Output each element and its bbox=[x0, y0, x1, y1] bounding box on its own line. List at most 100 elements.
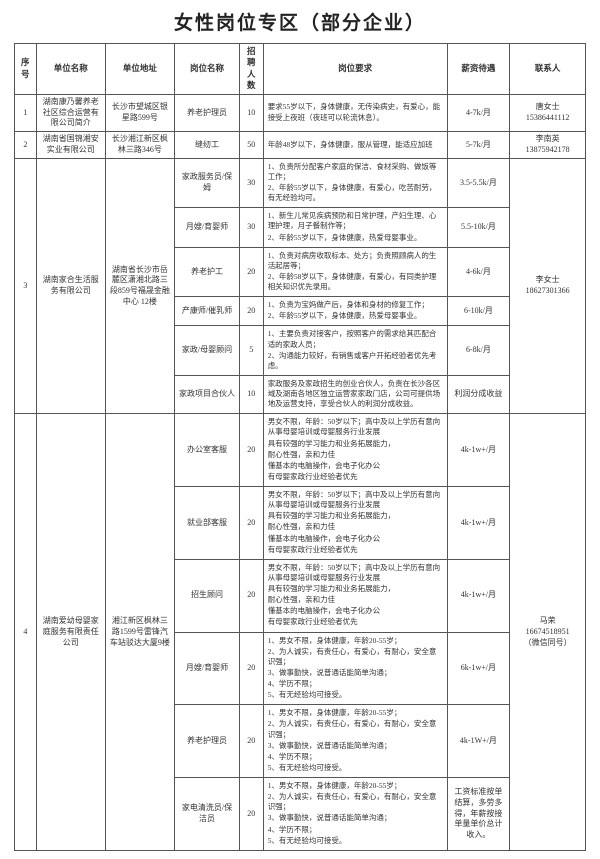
salary-cell: 5-7k/月 bbox=[447, 132, 510, 159]
requirement-line: 2、为人诚实，有责任心，有爱心，有耐心，安全意识强； bbox=[268, 647, 443, 667]
requirement-line: 1、主要负责对接客户，按照客户的需求给其匹配合适的家政人员； bbox=[268, 329, 443, 349]
salary-cell: 6k-1w+/月 bbox=[447, 632, 510, 705]
seq-cell: 4 bbox=[15, 414, 37, 851]
num-cell: 20 bbox=[239, 705, 263, 778]
requirement-cell: 1、负责对病房收取标本、处方；负责照顾病人的生活起居等；2、年龄58岁以下，身体… bbox=[263, 247, 447, 297]
num-cell: 50 bbox=[239, 132, 263, 159]
position-cell: 缝纫工 bbox=[175, 132, 240, 159]
requirement-cell: 男女不限，年龄：50岁以下；高中及以上学历有意向从事母婴培训或母婴服务行业发展具… bbox=[263, 487, 447, 560]
num-cell: 30 bbox=[239, 208, 263, 247]
requirement-line: 具有较强的学习能力和业务拓展能力， bbox=[268, 584, 443, 594]
requirement-cell: 1、男女不限，身体健康，年龄20-55岁；2、为人诚实，有责任心，有爱心，有耐心… bbox=[263, 705, 447, 778]
position-cell: 家政服务员/保姆 bbox=[175, 158, 240, 208]
requirement-line: 1、男女不限，身体健康，年龄20-55岁； bbox=[268, 708, 443, 718]
requirement-line: 1、负责为宝妈做产后，身体和身材的修复工作； bbox=[268, 300, 443, 310]
position-cell: 就业部客服 bbox=[175, 487, 240, 560]
num-cell: 20 bbox=[239, 487, 263, 560]
requirement-line: 5、有无经验均可接受。 bbox=[268, 836, 443, 846]
col-salary: 薪资待遇 bbox=[447, 44, 510, 95]
salary-cell: 利润分成收益 bbox=[447, 375, 510, 413]
requirement-line: 1、男女不限，身体健康，年龄20-55岁； bbox=[268, 781, 443, 791]
seq-cell: 2 bbox=[15, 132, 37, 159]
salary-cell: 4-6k/月 bbox=[447, 247, 510, 297]
salary-cell: 3.5-5.5k/月 bbox=[447, 158, 510, 208]
requirement-line: 3、做事勤快，说普通话能简单沟通； bbox=[268, 668, 443, 678]
requirement-line: 2、为人诚实，有责任心，有爱心，有耐心，安全意识强； bbox=[268, 719, 443, 739]
address-cell: 长沙湘江新区枫林三路346号 bbox=[105, 132, 174, 159]
address-cell: 湖南省长沙市岳麓区潇湘北路三段859号福晟金融中心 12楼 bbox=[105, 158, 174, 414]
table-row: 4湖南爱幼母婴家庭服务有限责任公司湘江新区枫林三路1599号雷锋汽车站驳达大厦9… bbox=[15, 414, 586, 487]
requirement-line: 男女不限，年龄：50岁以下；高中及以上学历有意向从事母婴培训或母婴服务行业发展 bbox=[268, 417, 443, 437]
requirement-line: 1、负责对病房收取标本、处方；负责照顾病人的生活起居等； bbox=[268, 251, 443, 271]
col-contact: 联系人 bbox=[510, 44, 586, 95]
requirement-line: 年龄48岁以下，身体健康，服从管理，能适应加班 bbox=[268, 140, 443, 150]
num-cell: 20 bbox=[239, 632, 263, 705]
position-cell: 养老护理员 bbox=[175, 705, 240, 778]
requirement-cell: 1、主要负责对接客户，按照客户的需求给其匹配合适的家政人员；2、沟通能力较好，有… bbox=[263, 326, 447, 376]
position-cell: 养老护工 bbox=[175, 247, 240, 297]
num-cell: 5 bbox=[239, 326, 263, 376]
requirement-line: 具有较强的学习能力和业务拓展能力， bbox=[268, 511, 443, 521]
requirement-line: 1、新生儿常见疾病预防和日常护理，产妇生理、心理护理，月子餐制作等； bbox=[268, 211, 443, 231]
table-row: 1湖南康乃馨养老社区综合运营有限公司简介长沙市望城区银星路599号养老护理员10… bbox=[15, 94, 586, 131]
address-cell: 湘江新区枫林三路1599号雷锋汽车站驳达大厦9楼 bbox=[105, 414, 174, 851]
requirement-line: 具有较强的学习能力和业务拓展能力， bbox=[268, 439, 443, 449]
company-cell: 湖南康乃馨养老社区综合运营有限公司简介 bbox=[36, 94, 105, 131]
salary-cell: 4k-1w+/月 bbox=[447, 414, 510, 487]
requirement-line: 1、负责所分配客户家庭的保洁、食材采购、做饭等工作； bbox=[268, 162, 443, 182]
seq-cell: 1 bbox=[15, 94, 37, 131]
col-address: 单位地址 bbox=[105, 44, 174, 95]
requirement-line: 4、学历不限； bbox=[268, 679, 443, 689]
requirement-line: 男女不限，年龄：50岁以下；高中及以上学历有意向从事母婴培训或母婴服务行业发展 bbox=[268, 563, 443, 583]
company-cell: 湖南省国锦湘安实业有限公司 bbox=[36, 132, 105, 159]
requirement-line: 有母婴家政行业经验者优先 bbox=[268, 545, 443, 555]
requirement-line: 懂基本的电脑操作，会电子化办公 bbox=[268, 606, 443, 616]
salary-cell: 6-10k/月 bbox=[447, 297, 510, 326]
requirement-line: 有母婴家政行业经验者优先 bbox=[268, 617, 443, 627]
table-header-row: 序号 单位名称 单位地址 岗位名称 招聘人数 岗位要求 薪资待遇 联系人 bbox=[15, 44, 586, 95]
requirement-cell: 1、负责为宝妈做产后，身体和身材的修复工作；2、年龄55岁以下，身体健康，热爱母… bbox=[263, 297, 447, 326]
position-cell: 家电清洗员/保洁员 bbox=[175, 778, 240, 851]
requirement-line: 3、做事勤快，说普通话能简单沟通； bbox=[268, 813, 443, 823]
position-cell: 招生顾问 bbox=[175, 559, 240, 632]
requirement-line: 有母婴家政行业经验者优先 bbox=[268, 472, 443, 482]
requirement-line: 2、年龄55岁以下，身体健康，有爱心，吃苦耐劳，有无经验均可。 bbox=[268, 183, 443, 203]
num-cell: 10 bbox=[239, 94, 263, 131]
salary-cell: 4-7k/月 bbox=[447, 94, 510, 131]
job-table: 序号 单位名称 单位地址 岗位名称 招聘人数 岗位要求 薪资待遇 联系人 1湖南… bbox=[14, 43, 586, 851]
requirement-line: 5、有无经验均可接受。 bbox=[268, 690, 443, 700]
requirement-line: 1、男女不限，身体健康，年龄20-55岁； bbox=[268, 636, 443, 646]
requirement-line: 懂基本的电脑操作，会电子化办公 bbox=[268, 534, 443, 544]
contact-cell: 李南英 13875942178 bbox=[510, 132, 586, 159]
requirement-cell: 1、负责所分配客户家庭的保洁、食材采购、做饭等工作；2、年龄55岁以下，身体健康… bbox=[263, 158, 447, 208]
salary-cell: 4k-1w+/月 bbox=[447, 559, 510, 632]
salary-cell: 5.5-10k/月 bbox=[447, 208, 510, 247]
table-row: 2湖南省国锦湘安实业有限公司长沙湘江新区枫林三路346号缝纫工50 年龄48岁以下… bbox=[15, 132, 586, 159]
num-cell: 20 bbox=[239, 297, 263, 326]
contact-cell: 马荣 16674518951 （微信同号） bbox=[510, 414, 586, 851]
requirement-cell: 1、男女不限，身体健康，年龄20-55岁；2、为人诚实，有责任心，有爱心，有耐心… bbox=[263, 778, 447, 851]
requirement-cell: 男女不限，年龄：50岁以下；高中及以上学历有意向从事母婴培训或母婴服务行业发展具… bbox=[263, 414, 447, 487]
position-cell: 产康师/催乳师 bbox=[175, 297, 240, 326]
col-num: 招聘人数 bbox=[239, 44, 263, 95]
requirement-line: 3、做事勤快，说普通话能简单沟通； bbox=[268, 741, 443, 751]
num-cell: 20 bbox=[239, 247, 263, 297]
position-cell: 养老护理员 bbox=[175, 94, 240, 131]
requirement-line: 5、有无经验均可接受。 bbox=[268, 763, 443, 773]
col-position: 岗位名称 bbox=[175, 44, 240, 95]
requirement-line: 4、学历不限； bbox=[268, 825, 443, 835]
num-cell: 20 bbox=[239, 559, 263, 632]
requirement-cell: 1、新生儿常见疾病预防和日常护理，产妇生理、心理护理，月子餐制作等；2、年龄55… bbox=[263, 208, 447, 247]
requirement-cell: 要求55岁以下，身体健康，无传染病史，有爱心，能接受上夜班（夜班可以轮流休息）。 bbox=[263, 94, 447, 131]
requirement-line: 家政服务及家政招生的创业合伙人，负责在长沙各区域及湖南各地区独立运营家家政门店，… bbox=[268, 379, 443, 409]
salary-cell: 工资标准按单结算，多劳多得，年薪按接单量单价总计收入。 bbox=[447, 778, 510, 851]
requirement-line: 2、年龄55岁以下，身体健康，热爱母婴事业。 bbox=[268, 311, 443, 321]
col-company: 单位名称 bbox=[36, 44, 105, 95]
requirement-cell: 年龄48岁以下，身体健康，服从管理，能适应加班 bbox=[263, 132, 447, 159]
requirement-line: 耐心性强，亲和力佳 bbox=[268, 522, 443, 532]
position-cell: 家政项目合伙人 bbox=[175, 375, 240, 413]
num-cell: 20 bbox=[239, 414, 263, 487]
requirement-line: 4、学历不限； bbox=[268, 752, 443, 762]
num-cell: 20 bbox=[239, 778, 263, 851]
address-cell: 长沙市望城区银星路599号 bbox=[105, 94, 174, 131]
